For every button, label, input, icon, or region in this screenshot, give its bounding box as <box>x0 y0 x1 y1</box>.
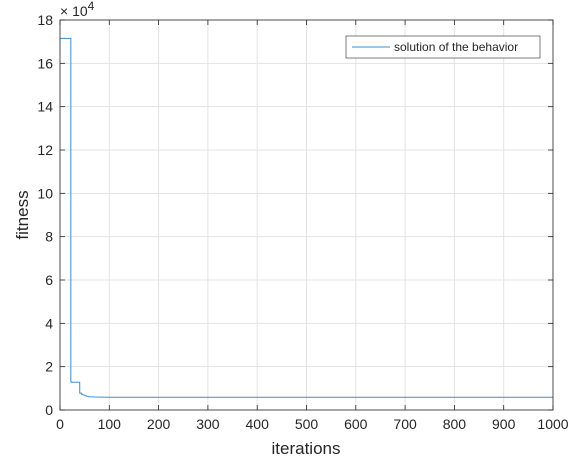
x-tick-label: 800 <box>443 416 467 432</box>
legend: solution of the behavior <box>345 35 541 59</box>
y-tick-label: 8 <box>45 229 53 245</box>
y-tick-label: 12 <box>37 142 53 158</box>
y-axis-label: fitness <box>13 190 32 239</box>
y-tick-label: 2 <box>45 359 53 375</box>
x-tick-label: 600 <box>344 416 368 432</box>
x-tick-label: 900 <box>492 416 516 432</box>
x-tick-label: 0 <box>56 416 64 432</box>
x-tick-label: 1000 <box>537 416 568 432</box>
y-axis-ticks: 0 2 4 6 8 10 12 14 16 18 <box>37 12 553 418</box>
x-tick-label: 700 <box>393 416 417 432</box>
y-tick-label: 6 <box>45 272 53 288</box>
x-tick-label: 400 <box>246 416 270 432</box>
y-tick-label: 18 <box>37 12 53 28</box>
legend-box <box>345 35 541 59</box>
y-tick-label: 10 <box>37 185 53 201</box>
x-axis-label: iterations <box>272 439 341 458</box>
y-tick-label: 0 <box>45 402 53 418</box>
series-layer <box>60 37 553 398</box>
y-exponent: × 104 <box>60 0 95 19</box>
x-tick-label: 200 <box>147 416 171 432</box>
series-line <box>60 37 553 398</box>
y-tick-label: 16 <box>37 55 53 71</box>
x-axis-ticks: 0 100 200 300 400 500 600 700 800 900 1000 <box>56 20 569 432</box>
legend-label: solution of the behavior <box>394 40 518 54</box>
y-tick-label: 14 <box>37 99 53 115</box>
x-tick-label: 300 <box>196 416 220 432</box>
x-tick-label: 100 <box>98 416 122 432</box>
y-tick-label: 4 <box>45 315 53 331</box>
x-tick-label: 500 <box>295 416 319 432</box>
